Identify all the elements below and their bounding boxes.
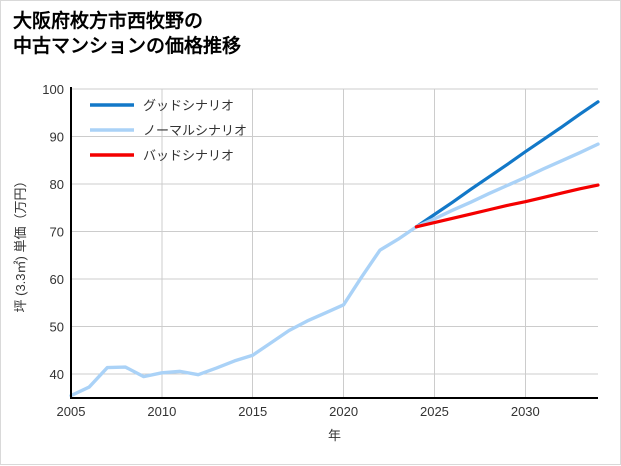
legend-label-2: バッドシナリオ xyxy=(143,148,234,163)
y-tick-label: 100 xyxy=(42,82,64,97)
y-axis-title: 坪 (3.3㎡) 単価（万円） xyxy=(13,175,28,313)
series-line-1 xyxy=(69,142,600,398)
y-tick-label: 40 xyxy=(50,367,64,382)
y-tick-label: 60 xyxy=(50,272,64,287)
series-line-0 xyxy=(414,100,600,229)
x-tick-label: 2015 xyxy=(238,404,267,419)
x-tick-label: 2025 xyxy=(420,404,449,419)
x-tick-label: 2010 xyxy=(147,404,176,419)
series-group xyxy=(69,100,600,398)
legend-label-0: グッドシナリオ xyxy=(143,98,234,113)
y-tick-label: 50 xyxy=(50,320,64,335)
x-tick-label: 2005 xyxy=(57,404,86,419)
y-tick-label: 80 xyxy=(50,177,64,192)
tick-labels-group: 40 50 60 70 80 90 100 2005 2010 2015 2020 2025 2030 xyxy=(42,82,539,419)
x-axis-title: 年 xyxy=(328,428,341,443)
series-line-2 xyxy=(414,183,600,229)
y-tick-label: 90 xyxy=(50,130,64,145)
axes-group xyxy=(69,87,598,400)
x-tick-label: 2030 xyxy=(511,404,540,419)
legend-label-1: ノーマルシナリオ xyxy=(143,123,247,138)
x-tick-label: 2020 xyxy=(329,404,358,419)
axis-titles-group: 年 坪 (3.3㎡) 単価（万円） xyxy=(13,175,341,443)
y-tick-label: 70 xyxy=(50,225,64,240)
chart-title: 大阪府枚方市西牧野の 中古マンションの価格推移 xyxy=(13,11,242,58)
